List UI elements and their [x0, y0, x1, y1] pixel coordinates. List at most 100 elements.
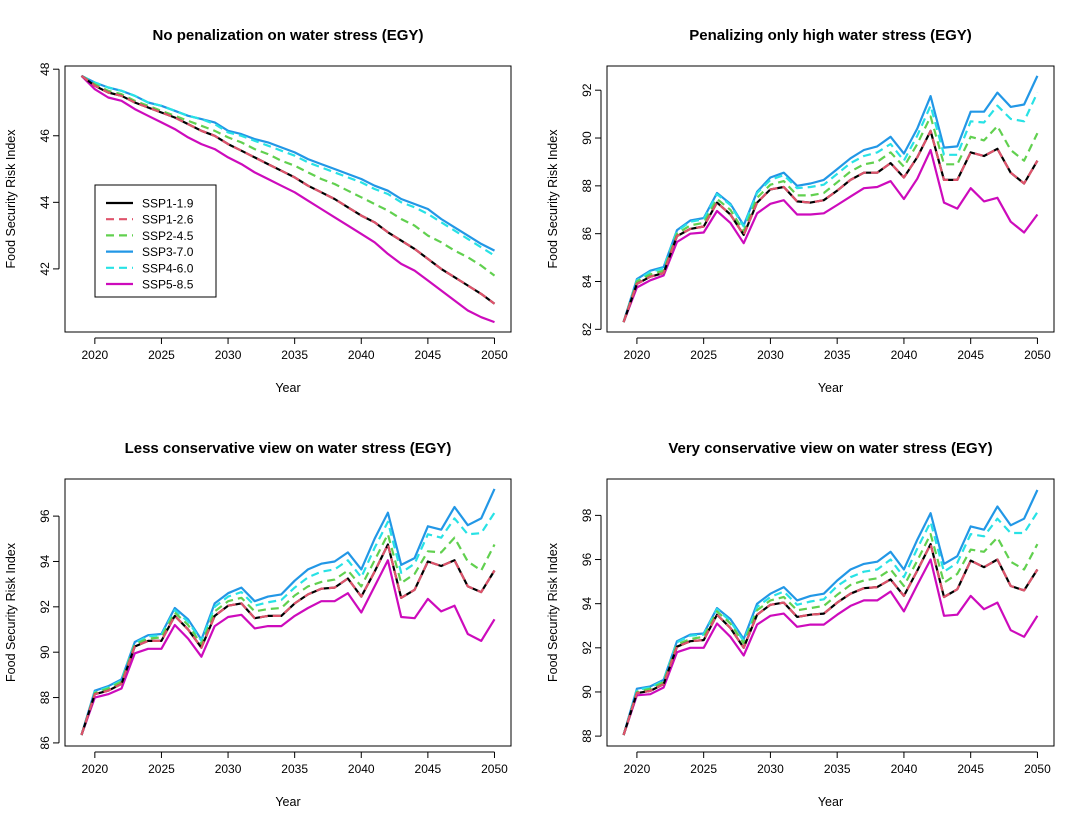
- legend-item-label: SSP2-4.5: [142, 229, 194, 243]
- series-line-ssp5-85: [80, 559, 496, 736]
- series-line-ssp5-85: [80, 75, 495, 324]
- legend-item-label: SSP1-1.9: [142, 197, 194, 211]
- y-axis-label: Food Security Risk Index: [4, 542, 18, 682]
- x-axis-label: Year: [275, 381, 300, 395]
- x-axis-label: Year: [818, 795, 843, 809]
- series-line-ssp5-85: [622, 558, 1039, 736]
- panel-title: Less conservative view on water stress (…: [125, 440, 452, 457]
- series-line-ssp2-45: [80, 74, 496, 277]
- panel-title: Penalizing only high water stress (EGY): [689, 27, 972, 44]
- x-tick-label: 2030: [215, 762, 242, 776]
- x-tick-label: 2045: [957, 762, 984, 776]
- y-tick-label: 92: [38, 600, 52, 614]
- x-tick-label: 2045: [957, 348, 984, 362]
- series-line-ssp1-19: [622, 543, 1039, 736]
- series-line-ssp1-19: [622, 129, 1039, 323]
- y-tick-label: 82: [580, 322, 594, 336]
- y-axis-label: Food Security Risk Index: [4, 129, 18, 269]
- y-tick-label: 90: [580, 685, 594, 699]
- y-tick-label: 88: [580, 729, 594, 743]
- x-tick-label: 2040: [348, 762, 375, 776]
- y-tick-label: 84: [580, 275, 594, 289]
- legend-box: [94, 184, 217, 298]
- series-line-ssp4-60: [622, 511, 1039, 736]
- series-line-ssp3-70: [622, 489, 1039, 736]
- x-tick-label: 2040: [891, 762, 918, 776]
- x-tick-label: 2045: [415, 762, 442, 776]
- legend-item-label: SSP3-7.0: [142, 245, 194, 259]
- x-tick-label: 2025: [690, 348, 717, 362]
- panel-3: Less conservative view on water stress (…: [4, 440, 512, 809]
- x-axis-label: Year: [818, 381, 843, 395]
- x-tick-label: 2045: [415, 348, 442, 362]
- series-line-ssp1-26: [80, 75, 496, 305]
- x-tick-label: 2035: [281, 348, 308, 362]
- series-line-ssp1-26: [80, 543, 496, 736]
- x-tick-label: 2030: [757, 762, 784, 776]
- panel-title: No penalization on water stress (EGY): [153, 27, 424, 44]
- series-line-ssp2-45: [80, 533, 496, 736]
- x-tick-label: 2020: [624, 762, 651, 776]
- y-tick-label: 90: [580, 131, 594, 145]
- plot-frame: [606, 65, 1055, 333]
- x-tick-label: 2040: [348, 348, 375, 362]
- plot-frame: [64, 478, 512, 747]
- x-axis-label: Year: [275, 795, 300, 809]
- x-tick-label: 2035: [824, 762, 851, 776]
- x-tick-label: 2020: [81, 348, 108, 362]
- x-tick-label: 2035: [824, 348, 851, 362]
- series-line-ssp1-26: [622, 129, 1039, 323]
- panel-title: Very conservative view on water stress (…: [668, 440, 992, 457]
- x-tick-label: 2025: [148, 762, 175, 776]
- series-line-ssp1-26: [622, 543, 1039, 736]
- plot-frame: [606, 478, 1055, 747]
- y-tick-label: 86: [580, 227, 594, 241]
- legend-item-label: SSP1-2.6: [142, 213, 194, 227]
- series-line-ssp3-70: [80, 488, 496, 736]
- series-line-ssp4-60: [80, 512, 496, 736]
- x-tick-label: 2050: [481, 762, 508, 776]
- x-tick-label: 2050: [1024, 762, 1051, 776]
- x-tick-label: 2035: [281, 762, 308, 776]
- x-tick-label: 2050: [1024, 348, 1051, 362]
- series-line-ssp5-85: [622, 148, 1039, 323]
- x-tick-label: 2020: [81, 762, 108, 776]
- series-line-ssp4-60: [81, 74, 496, 257]
- x-tick-label: 2030: [215, 348, 242, 362]
- y-tick-label: 88: [38, 691, 52, 705]
- series-line-ssp4-60: [622, 92, 1039, 323]
- legend: SSP1-1.9 SSP1-2.6 SSP2-4.5 SSP3-7.0 SSP4-6.0…: [94, 184, 217, 298]
- x-tick-label: 2040: [891, 348, 918, 362]
- y-axis-label: Food Security Risk Index: [546, 129, 560, 269]
- panel-4: Very conservative view on water stress (…: [546, 440, 1055, 809]
- y-tick-label: 96: [38, 509, 52, 523]
- y-tick-label: 92: [580, 83, 594, 97]
- y-tick-label: 98: [580, 508, 594, 522]
- y-tick-label: 94: [580, 597, 594, 611]
- x-tick-label: 2025: [148, 348, 175, 362]
- x-tick-label: 2050: [481, 348, 508, 362]
- series-line-ssp2-45: [622, 115, 1039, 323]
- x-tick-label: 2020: [624, 348, 651, 362]
- x-tick-label: 2025: [690, 762, 717, 776]
- y-tick-label: 44: [38, 195, 52, 209]
- y-tick-label: 48: [38, 62, 52, 76]
- y-tick-label: 96: [580, 553, 594, 567]
- y-tick-label: 86: [38, 736, 52, 750]
- series-line-ssp2-45: [622, 533, 1039, 736]
- y-tick-label: 46: [38, 129, 52, 143]
- y-tick-label: 90: [38, 645, 52, 659]
- legend-item-label: SSP4-6.0: [142, 261, 194, 275]
- series-line-ssp3-70: [81, 74, 495, 252]
- y-axis-label: Food Security Risk Index: [546, 542, 560, 682]
- y-tick-label: 92: [580, 641, 594, 655]
- x-tick-label: 2030: [757, 348, 784, 362]
- y-tick-label: 94: [38, 554, 52, 568]
- y-tick-label: 42: [38, 262, 52, 276]
- series-line-ssp3-70: [622, 75, 1039, 323]
- legend-item-label: SSP5-8.5: [142, 278, 194, 292]
- plot-frame: [64, 65, 512, 333]
- panel-1: No penalization on water stress (EGY) 202…: [4, 27, 512, 395]
